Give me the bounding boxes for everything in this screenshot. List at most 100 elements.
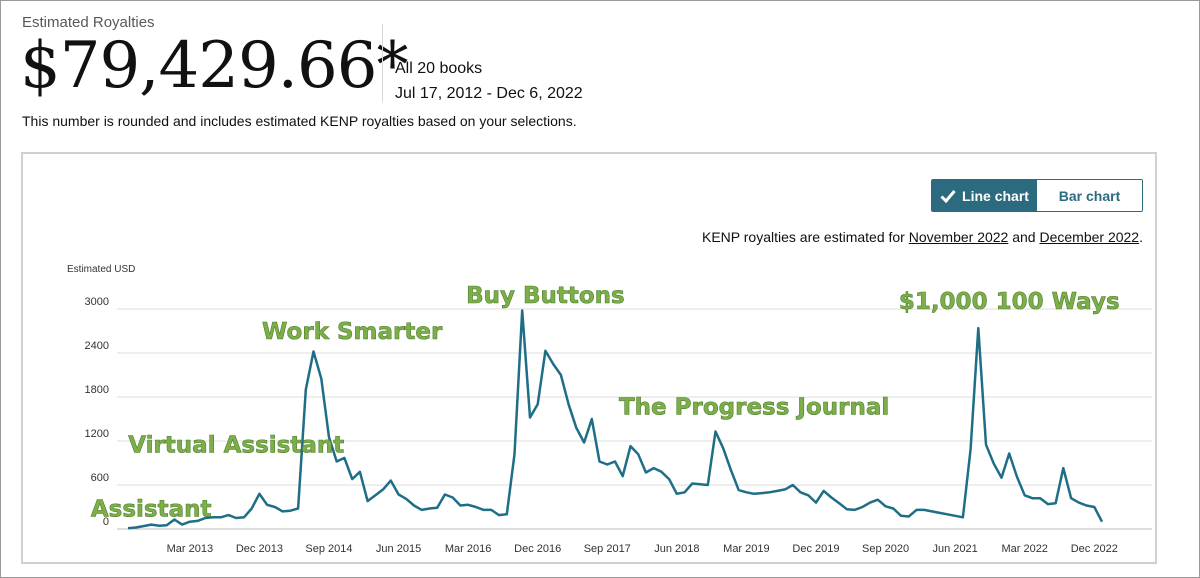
data-point	[1016, 476, 1018, 478]
data-point	[181, 523, 183, 525]
data-point	[475, 506, 477, 508]
x-tick-label: Dec 2013	[236, 543, 283, 555]
data-point	[683, 491, 685, 493]
data-point	[699, 483, 701, 485]
estimated-royalties-label: Estimated Royalties	[22, 14, 155, 31]
data-point	[444, 493, 446, 495]
data-point	[938, 512, 940, 514]
data-point	[753, 493, 755, 495]
data-point	[413, 504, 415, 506]
data-point	[1070, 497, 1072, 499]
data-point	[714, 430, 716, 432]
kenp-note: KENP royalties are estimated for Novembe…	[702, 229, 1143, 245]
annotation-label: $1,000 100 Ways	[899, 289, 1120, 315]
x-tick-label: Sep 2014	[305, 543, 352, 555]
data-point	[506, 513, 508, 515]
data-point	[235, 517, 237, 519]
data-point	[792, 484, 794, 486]
data-point	[544, 350, 546, 352]
annotation-label: Work Smarter	[262, 319, 443, 345]
data-point	[799, 491, 801, 493]
data-point	[908, 515, 910, 517]
data-point	[884, 505, 886, 507]
data-point	[993, 463, 995, 465]
x-tick-label: Dec 2022	[1071, 543, 1118, 555]
data-point	[274, 506, 276, 508]
data-point	[768, 491, 770, 493]
x-tick-label: Dec 2016	[514, 543, 561, 555]
data-point	[536, 403, 538, 405]
y-tick-label: 2400	[85, 340, 109, 352]
data-point	[614, 460, 616, 462]
annotation-label: Virtual Assistant	[128, 433, 344, 459]
data-point	[459, 504, 461, 506]
x-tick-label: Mar 2022	[1001, 543, 1047, 555]
rounding-note: This number is rounded and includes esti…	[22, 113, 577, 129]
data-point	[320, 377, 322, 379]
data-point	[985, 443, 987, 445]
data-point	[127, 527, 129, 529]
chart-type-toggle: Line chart Bar chart	[931, 179, 1143, 212]
x-tick-label: Mar 2019	[723, 543, 769, 555]
data-point	[312, 350, 314, 352]
y-axis-title: Estimated USD	[67, 264, 135, 275]
data-point	[730, 469, 732, 471]
data-point	[305, 388, 307, 390]
header-divider	[382, 24, 383, 102]
x-tick-label: Sep 2017	[584, 543, 631, 555]
data-point	[258, 493, 260, 495]
data-point	[289, 509, 291, 511]
bar-chart-label: Bar chart	[1058, 187, 1121, 204]
data-point	[637, 453, 639, 455]
data-point	[691, 482, 693, 484]
kenp-suffix: .	[1139, 229, 1143, 245]
bar-chart-button[interactable]: Bar chart	[1037, 180, 1142, 211]
chart-panel	[21, 152, 1157, 564]
kenp-month-1-link[interactable]: November 2022	[908, 229, 1009, 245]
data-point	[428, 507, 430, 509]
data-point	[1008, 452, 1010, 454]
data-point	[660, 471, 662, 473]
data-point	[1062, 467, 1064, 469]
y-tick-label: 1200	[85, 428, 109, 440]
data-point	[645, 471, 647, 473]
data-point	[397, 493, 399, 495]
data-point	[915, 509, 917, 511]
data-point	[297, 507, 299, 509]
royalty-total: $79,429.66*	[20, 29, 408, 103]
data-point	[1031, 497, 1033, 499]
data-point	[490, 509, 492, 511]
data-point	[745, 491, 747, 493]
data-point	[1054, 502, 1056, 504]
data-point	[366, 500, 368, 502]
data-point	[707, 484, 709, 486]
data-point	[158, 525, 160, 527]
data-point	[374, 494, 376, 496]
data-point	[281, 510, 283, 512]
data-point	[962, 516, 964, 518]
data-point	[498, 514, 500, 516]
data-point	[807, 494, 809, 496]
data-point	[227, 514, 229, 516]
data-point	[421, 509, 423, 511]
data-point	[869, 501, 871, 503]
data-point	[946, 513, 948, 515]
data-point	[250, 507, 252, 509]
line-chart-button[interactable]: Line chart	[932, 180, 1037, 211]
y-tick-label: 0	[103, 516, 109, 528]
annotation-label: Buy Buttons	[466, 283, 625, 309]
data-point	[776, 490, 778, 492]
data-point	[575, 427, 577, 429]
data-point	[969, 448, 971, 450]
data-point	[761, 492, 763, 494]
data-point	[1023, 494, 1025, 496]
data-point	[351, 478, 353, 480]
data-point	[652, 467, 654, 469]
series-line	[127, 309, 1104, 530]
kenp-prefix: KENP royalties are estimated for	[702, 229, 909, 245]
data-point	[390, 479, 392, 481]
kenp-month-2-link[interactable]: December 2022	[1039, 229, 1140, 245]
line-chart-label: Line chart	[962, 187, 1029, 204]
data-point	[583, 441, 585, 443]
